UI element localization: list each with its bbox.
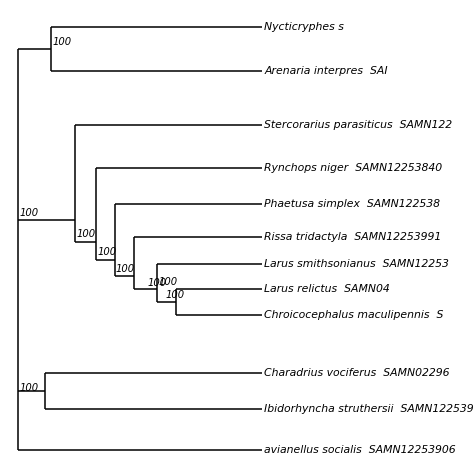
Text: Charadrius vociferus  SAMN02296: Charadrius vociferus SAMN02296: [264, 367, 450, 377]
Text: 100: 100: [166, 290, 185, 300]
Text: 100: 100: [147, 278, 166, 288]
Text: avianellus socialis  SAMN12253906: avianellus socialis SAMN12253906: [264, 445, 456, 455]
Text: Larus relictus  SAMN04: Larus relictus SAMN04: [264, 284, 390, 294]
Text: 100: 100: [76, 229, 95, 239]
Text: Rynchops niger  SAMN12253840: Rynchops niger SAMN12253840: [264, 164, 443, 173]
Text: Phaetusa simplex  SAMN122538: Phaetusa simplex SAMN122538: [264, 200, 440, 210]
Text: Nycticryphes s: Nycticryphes s: [264, 22, 344, 32]
Text: 100: 100: [19, 208, 38, 218]
Text: Larus smithsonianus  SAMN12253: Larus smithsonianus SAMN12253: [264, 259, 449, 269]
Text: 100: 100: [98, 247, 117, 257]
Text: Stercorarius parasiticus  SAMN122: Stercorarius parasiticus SAMN122: [264, 120, 453, 130]
Text: 100: 100: [52, 37, 72, 47]
Text: 100: 100: [116, 264, 135, 273]
Text: 100: 100: [158, 277, 178, 287]
Text: Ibidorhyncha struthersii  SAMN122539: Ibidorhyncha struthersii SAMN122539: [264, 404, 474, 414]
Text: 100: 100: [19, 383, 38, 393]
Text: Arenaria interpres  SAI: Arenaria interpres SAI: [264, 66, 388, 76]
Text: Chroicocephalus maculipennis  S: Chroicocephalus maculipennis S: [264, 310, 444, 319]
Text: Rissa tridactyla  SAMN12253991: Rissa tridactyla SAMN12253991: [264, 232, 442, 242]
